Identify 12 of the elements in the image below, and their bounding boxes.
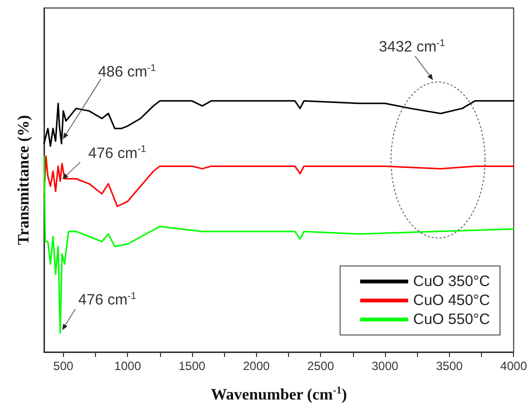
x-tick-label: 2500 <box>307 359 334 373</box>
x-tick-label: 2000 <box>242 359 270 373</box>
x-tick-label: 4000 <box>500 359 528 373</box>
x-tick-label: 3500 <box>436 359 463 373</box>
legend-label: CuO 350°C <box>413 273 490 290</box>
legend-label: CuO 550°C <box>413 311 490 328</box>
x-tick-label: 1000 <box>114 359 142 373</box>
x-tick-label: 3000 <box>372 359 399 373</box>
x-tick-label: 500 <box>53 359 74 373</box>
legend-label: CuO 450°C <box>413 292 490 309</box>
y-axis-title: Transmittance (%) <box>16 115 32 245</box>
x-tick-label: 1500 <box>178 359 206 373</box>
